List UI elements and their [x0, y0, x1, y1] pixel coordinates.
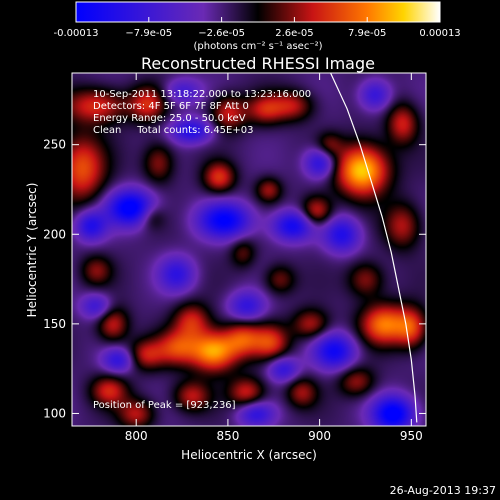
colorbar-unit-label: (photons cm⁻² s⁻¹ asec⁻²) [193, 41, 322, 52]
plot-area: 800 850 900 950 100 150 200 250 [43, 72, 427, 443]
colorbar-tick-label: 2.6e-05 [275, 28, 313, 39]
annotation-clean-counts: Clean Total counts: 6.45E+03 [93, 125, 253, 136]
colorbar-tick-label: 7.9e-05 [348, 28, 386, 39]
y-tick-label: 200 [43, 227, 66, 241]
x-tick-label: 800 [125, 429, 148, 443]
annotation-block: 10-Sep-2011 13:18:22.000 to 13:23:16.000… [93, 89, 311, 136]
colorbar: -0.00013 −7.9e-05 −2.6e-05 2.6e-05 7.9e-05 0.… [54, 1, 461, 52]
y-axis-label: Heliocentric Y (arcsec) [25, 183, 39, 318]
colorbar-tick-label: −7.9e-05 [125, 28, 172, 39]
x-axis-label: Heliocentric X (arcsec) [181, 448, 317, 462]
colorbar-tick-label: −2.6e-05 [198, 28, 245, 39]
y-tick-label: 150 [43, 317, 66, 331]
colorbar-ticks: -0.00013 −7.9e-05 −2.6e-05 2.6e-05 7.9e-05 0.… [54, 17, 461, 39]
y-tick-label: 250 [43, 138, 66, 152]
colorbar-gradient [75, 1, 441, 23]
peak-position-label: Position of Peak = [923,236] [93, 400, 236, 411]
annotation-energy-range: Energy Range: 25.0 - 50.0 keV [93, 113, 246, 124]
colorbar-tick-label: 0.00013 [419, 28, 460, 39]
axis-ticks: 800 850 900 950 100 150 200 250 [43, 73, 426, 443]
x-tick-label: 900 [308, 429, 331, 443]
solar-limb-line [330, 72, 418, 423]
x-tick-label: 950 [400, 429, 423, 443]
annotation-time-range: 10-Sep-2011 13:18:22.000 to 13:23:16.000 [93, 89, 311, 100]
footer-date: 26-Aug-2013 19:37 [389, 484, 496, 497]
heatmap-image [72, 73, 426, 426]
chart-title: Reconstructed RHESSI Image [141, 54, 375, 73]
colorbar-tick-label: -0.00013 [54, 28, 99, 39]
annotation-detectors: Detectors: 4F 5F 6F 7F 8F Att 0 [93, 101, 249, 112]
x-tick-label: 850 [216, 429, 239, 443]
plot-frame [71, 72, 427, 427]
y-tick-label: 100 [43, 406, 66, 420]
